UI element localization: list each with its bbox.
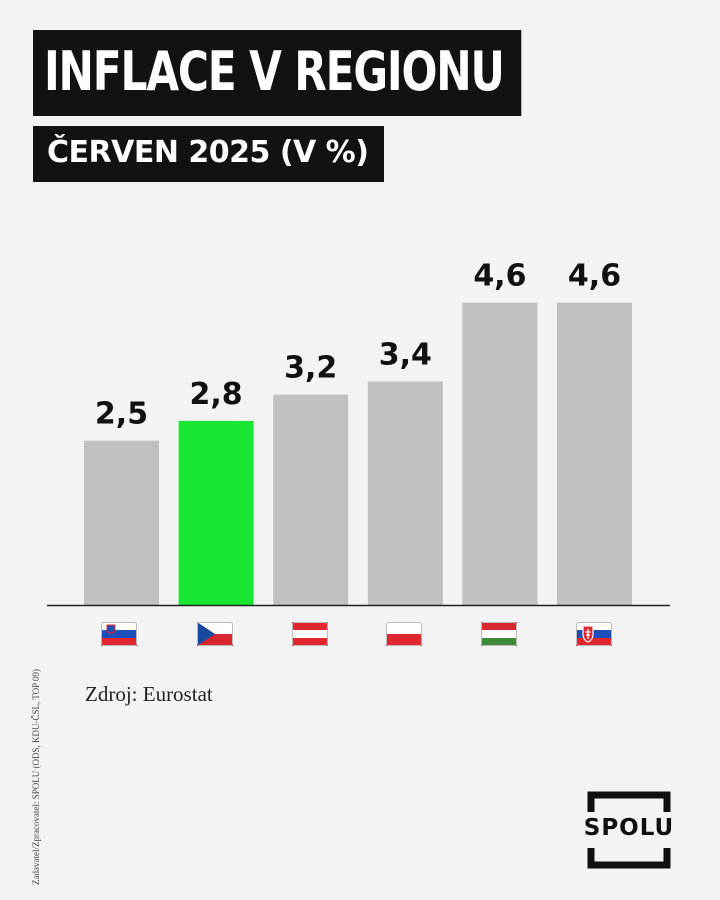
bar-slovenia bbox=[84, 440, 159, 605]
chart-title-text: INFLACE V REGIONU bbox=[43, 40, 505, 103]
bar-poland bbox=[367, 381, 443, 605]
value-label-hungary: 4,6 bbox=[473, 259, 526, 294]
value-label-slovakia: 4,6 bbox=[568, 259, 621, 294]
logo-text: SPOLU bbox=[583, 815, 675, 841]
slovakia-flag-icon bbox=[576, 622, 612, 646]
chart-title: INFLACE V REGIONU bbox=[33, 30, 521, 116]
bar-austria bbox=[273, 394, 349, 605]
hungary-flag-icon bbox=[481, 622, 517, 646]
bar-slovakia bbox=[557, 302, 632, 605]
czechia-flag-icon bbox=[197, 622, 233, 646]
bar-chart: 2,5 2,8 3,2 3,4 4,6 4,6 bbox=[47, 259, 670, 607]
value-label-poland: 3,4 bbox=[379, 337, 432, 372]
austria-flag-icon bbox=[292, 622, 328, 646]
value-label-slovenia: 2,5 bbox=[95, 397, 148, 432]
bar-czechia bbox=[178, 420, 254, 605]
spolu-logo: SPOLU bbox=[581, 787, 677, 873]
sponsor-note: Zadavatel/Zpracovatel: SPOLU (ODS, KDU-Č… bbox=[31, 668, 41, 885]
poland-flag-icon bbox=[386, 622, 422, 646]
logo-frame-icon bbox=[587, 791, 671, 869]
chart-subtitle: ČERVEN 2025 (V %) bbox=[33, 126, 385, 182]
chart-subtitle-text: ČERVEN 2025 (V %) bbox=[47, 135, 369, 170]
bar-hungary bbox=[462, 302, 538, 605]
slovenia-flag-icon bbox=[101, 622, 137, 646]
value-label-austria: 3,2 bbox=[284, 351, 337, 386]
source-note: Zdroj: Eurostat bbox=[85, 682, 213, 706]
value-label-czechia: 2,8 bbox=[190, 377, 243, 412]
